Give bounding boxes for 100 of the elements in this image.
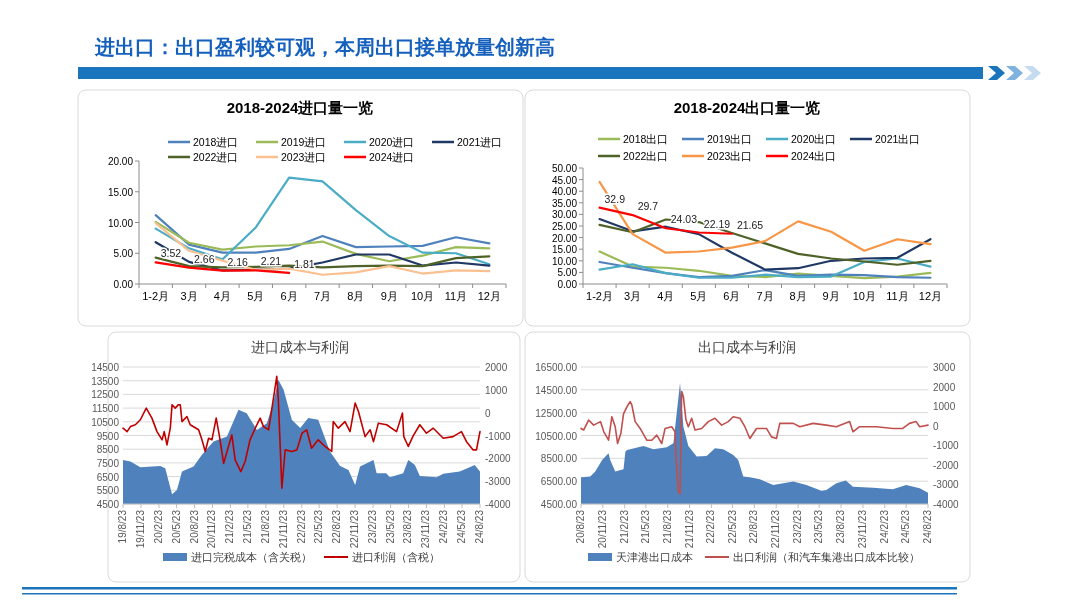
legend-label: 2023进口 bbox=[281, 151, 327, 163]
legend-label: 2021进口 bbox=[457, 136, 503, 148]
x-tick-label: 12月 bbox=[918, 290, 943, 302]
y-tick-label: 12500 bbox=[91, 389, 120, 401]
x-tick-label: 6月 bbox=[280, 290, 298, 302]
x-tick-label: 22/5/23 bbox=[726, 509, 738, 544]
y2-tick-label: 1000 bbox=[933, 401, 956, 413]
x-tick-label: 24/8/23 bbox=[922, 509, 933, 544]
legend-label: 进口利润（含税） bbox=[352, 551, 440, 563]
x-tick-label: 20/2/23 bbox=[152, 509, 164, 544]
x-tick-label: 10月 bbox=[852, 290, 876, 302]
legend-label: 2018进口 bbox=[193, 136, 239, 148]
x-tick-label: 22/11/23 bbox=[770, 509, 782, 549]
y2-tick-label: -2000 bbox=[485, 453, 512, 465]
y2-tick-label: 2000 bbox=[485, 362, 508, 373]
y-tick-label: 4500 bbox=[96, 499, 120, 510]
y2-tick-label: -4000 bbox=[933, 499, 960, 510]
x-tick-label: 20/11/23 bbox=[206, 509, 218, 549]
x-tick-label: 21/11/23 bbox=[277, 509, 289, 549]
x-tick-label: 21/2/23 bbox=[224, 509, 236, 544]
line-series bbox=[154, 222, 491, 276]
x-tick-label: 11月 bbox=[886, 290, 909, 302]
y-tick-label: 30.00 bbox=[551, 209, 578, 221]
x-tick-label: 9月 bbox=[822, 290, 840, 302]
x-tick-label: 23/11/23 bbox=[856, 509, 868, 549]
x-tick-label: 21/8/23 bbox=[661, 509, 673, 544]
x-tick-label: 7月 bbox=[313, 290, 332, 302]
legend-label: 2020出口 bbox=[791, 133, 837, 145]
y-tick-label: 10.00 bbox=[551, 255, 578, 267]
legend-label: 进口完税成本（含关税） bbox=[191, 551, 312, 563]
chart-title: 2018-2024进口量一览 bbox=[226, 99, 374, 116]
x-tick-label: 1-2月 bbox=[586, 290, 613, 302]
x-tick-label: 24/2/23 bbox=[438, 509, 450, 544]
x-tick-label: 4月 bbox=[657, 290, 675, 302]
legend-label: 2020进口 bbox=[369, 136, 415, 148]
x-tick-label: 23/8/23 bbox=[835, 509, 847, 544]
y-tick-label: 0.00 bbox=[557, 279, 578, 290]
data-label: 2.66 bbox=[194, 252, 215, 265]
x-tick-label: 19/8/23 bbox=[117, 509, 128, 544]
x-tick-label: 21/8/23 bbox=[259, 509, 271, 544]
y2-tick-label: -1000 bbox=[485, 430, 512, 442]
x-tick-label: 10月 bbox=[410, 290, 435, 302]
y-tick-label: 35.00 bbox=[551, 197, 578, 209]
x-tick-label: 23/8/23 bbox=[402, 509, 414, 544]
text: 进出口：出口盈利较可观，本周出口接单放量创新高 bbox=[94, 36, 555, 58]
y2-tick-label: 2000 bbox=[933, 381, 956, 393]
x-tick-label: 9月 bbox=[380, 290, 398, 302]
x-tick-label: 23/2/23 bbox=[792, 509, 804, 544]
y-tick-label: 8500 bbox=[96, 444, 120, 456]
y-tick-label: 15.00 bbox=[551, 244, 578, 256]
x-tick-label: 22/11/23 bbox=[349, 509, 361, 549]
y-tick-label: 10.00 bbox=[107, 217, 134, 229]
y2-tick-label: 0 bbox=[933, 420, 939, 432]
y-tick-label: 6500 bbox=[96, 471, 120, 483]
data-label: 2.21 bbox=[260, 255, 282, 268]
x-tick-label: 11月 bbox=[444, 290, 468, 302]
legend-label: 2024出口 bbox=[791, 150, 837, 162]
y-tick-label: 5.00 bbox=[113, 248, 134, 260]
x-tick-label: 21/2/23 bbox=[618, 509, 630, 544]
y-tick-label: 0.00 bbox=[113, 279, 134, 290]
legend-label: 2022进口 bbox=[193, 151, 239, 163]
x-tick-label: 20/8/23 bbox=[575, 509, 586, 544]
chart-title: 进口成本与利润 bbox=[251, 340, 349, 355]
x-tick-label: 23/11/23 bbox=[420, 509, 432, 549]
y-tick-label: 40.00 bbox=[551, 186, 578, 198]
data-label: 2.16 bbox=[227, 255, 249, 268]
x-tick-label: 20/8/23 bbox=[188, 509, 200, 544]
y-tick-label: 11500 bbox=[91, 403, 120, 415]
x-tick-label: 22/8/23 bbox=[331, 509, 343, 544]
y-tick-label: 8500.00 bbox=[540, 453, 578, 465]
x-tick-label: 22/2/23 bbox=[705, 509, 717, 544]
y2-tick-label: 3000 bbox=[933, 362, 956, 373]
x-tick-label: 22/5/23 bbox=[313, 509, 325, 544]
y-tick-label: 14500.00 bbox=[535, 384, 578, 396]
data-label: 29.7 bbox=[637, 200, 659, 213]
x-tick-label: 22/2/23 bbox=[295, 509, 307, 544]
x-tick-label: 7月 bbox=[756, 290, 774, 302]
y-tick-label: 50.00 bbox=[551, 163, 578, 174]
y-tick-label: 12500.00 bbox=[535, 407, 578, 419]
x-tick-label: 8月 bbox=[789, 290, 807, 302]
y-tick-label: 16500.00 bbox=[535, 362, 578, 373]
y2-tick-label: -3000 bbox=[933, 479, 960, 491]
x-tick-label: 22/8/23 bbox=[748, 509, 760, 544]
legend-label: 2018出口 bbox=[623, 133, 669, 145]
y2-tick-label: 0 bbox=[485, 407, 491, 419]
y-tick-label: 10500 bbox=[91, 416, 120, 428]
y-tick-label: 6500.00 bbox=[540, 476, 578, 488]
x-tick-label: 8月 bbox=[347, 290, 365, 302]
data-label: 21.65 bbox=[736, 218, 764, 231]
x-tick-label: 23/5/23 bbox=[384, 509, 396, 544]
x-tick-label: 21/11/23 bbox=[683, 509, 695, 549]
y-tick-label: 9500 bbox=[96, 430, 120, 442]
y-tick-label: 5500 bbox=[96, 485, 120, 497]
legend-label: 2024进口 bbox=[369, 151, 415, 163]
x-tick-label: 23/5/23 bbox=[813, 509, 825, 544]
chart-title: 2018-2024出口量一览 bbox=[673, 99, 821, 116]
chart-title: 出口成本与利润 bbox=[698, 340, 796, 355]
y-tick-label: 14500 bbox=[91, 362, 120, 373]
x-tick-label: 5月 bbox=[247, 290, 265, 302]
x-tick-label: 21/5/23 bbox=[639, 509, 651, 544]
